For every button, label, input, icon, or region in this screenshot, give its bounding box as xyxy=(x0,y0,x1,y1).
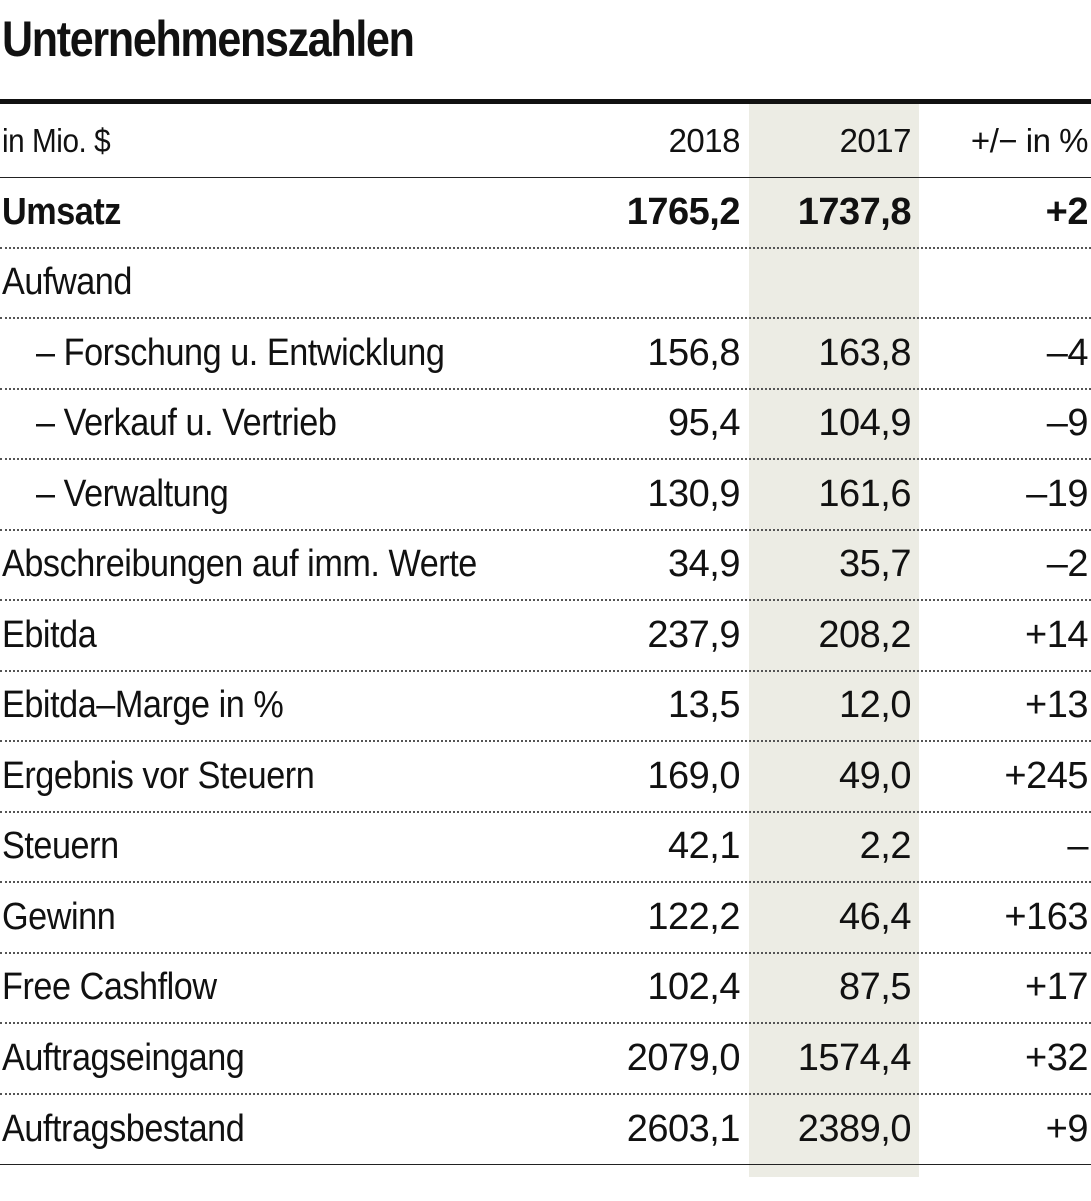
value-2017: 208,2 xyxy=(818,613,911,656)
column-header-2017: 2017 xyxy=(839,121,912,159)
value-2018: 2603,1 xyxy=(626,1107,741,1150)
row-label: – Verkauf u. Vertrieb xyxy=(36,402,337,445)
row-label: Auftragsbestand xyxy=(2,1107,245,1150)
column-header-2018: 2018 xyxy=(668,121,741,159)
table-row-ebitda: Ebitda 237,9 208,2 +14 xyxy=(0,601,1091,672)
table-row-ebitda-marge: Ebitda–Marge in % 13,5 12,0 +13 xyxy=(0,672,1091,742)
value-2017: 35,7 xyxy=(839,543,911,586)
table-row-forschung: – Forschung u. Entwicklung 156,8 163,8 –… xyxy=(0,319,1091,390)
value-change: +245 xyxy=(1004,754,1088,797)
value-2018: 122,2 xyxy=(647,895,740,938)
value-2018: 102,4 xyxy=(647,966,740,1009)
table-row-auftragseingang: Auftragseingang 2079,0 1574,4 +32 xyxy=(0,1024,1091,1095)
value-change: –4 xyxy=(1046,331,1089,374)
row-label: Ergebnis vor Steuern xyxy=(2,754,315,797)
value-2017: 104,9 xyxy=(818,402,911,445)
value-change: –19 xyxy=(1026,472,1088,515)
value-change: +163 xyxy=(1004,895,1088,938)
table-header-row: in Mio. $ 2018 2017 +/− in % xyxy=(0,104,1091,178)
table-row-verkauf: – Verkauf u. Vertrieb 95,4 104,9 –9 xyxy=(0,390,1091,460)
value-2018: 42,1 xyxy=(668,825,740,868)
row-label: Free Cashflow xyxy=(2,966,217,1009)
value-2018: 156,8 xyxy=(647,331,740,374)
value-change: –9 xyxy=(1046,402,1089,445)
value-change: – xyxy=(1067,825,1088,868)
table-row-free-cashflow: Free Cashflow 102,4 87,5 +17 xyxy=(0,954,1091,1024)
table-row-abschreibungen: Abschreibungen auf imm. Werte 34,9 35,7 … xyxy=(0,531,1091,601)
table-row-auftragsbestand: Auftragsbestand 2603,1 2389,0 +9 xyxy=(0,1095,1091,1165)
figures-table: in Mio. $ 2018 2017 +/− in % Umsatz 1765… xyxy=(0,104,1091,1165)
unit-label: in Mio. $ xyxy=(2,121,111,159)
value-2017: 2389,0 xyxy=(797,1107,912,1150)
value-2017: 163,8 xyxy=(818,331,911,374)
row-label: Umsatz xyxy=(2,190,121,233)
value-2018: 237,9 xyxy=(647,613,740,656)
row-label: Ebitda xyxy=(2,613,97,656)
value-2017: 1574,4 xyxy=(797,1036,912,1079)
value-2018: 13,5 xyxy=(668,684,740,727)
row-label: Steuern xyxy=(2,825,119,868)
value-2017: 87,5 xyxy=(839,966,911,1009)
value-change: +32 xyxy=(1025,1036,1088,1079)
row-label: Aufwand xyxy=(2,261,132,304)
value-change: +14 xyxy=(1025,613,1088,656)
table-row-gewinn: Gewinn 122,2 46,4 +163 xyxy=(0,883,1091,954)
row-label: Gewinn xyxy=(2,895,116,938)
value-change: +2 xyxy=(1045,190,1089,233)
value-2017: 12,0 xyxy=(839,684,911,727)
value-change: +9 xyxy=(1045,1107,1089,1150)
value-2018: 34,9 xyxy=(668,543,740,586)
table-row-ergebnis-vor-steuern: Ergebnis vor Steuern 169,0 49,0 +245 xyxy=(0,742,1091,813)
value-change: +13 xyxy=(1025,684,1088,727)
row-label: Auftragseingang xyxy=(2,1036,245,1079)
value-2018: 2079,0 xyxy=(626,1036,741,1079)
page-title: Unternehmenszahlen xyxy=(2,11,415,67)
value-2017: 1737,8 xyxy=(797,190,912,233)
table-row-umsatz: Umsatz 1765,2 1737,8 +2 xyxy=(0,178,1091,249)
row-label: – Forschung u. Entwicklung xyxy=(36,331,445,374)
title-rule xyxy=(0,99,1091,104)
column-header-change: +/− in % xyxy=(970,121,1089,159)
table-row-aufwand: Aufwand xyxy=(0,249,1091,319)
value-2017: 161,6 xyxy=(818,472,911,515)
table-row-verwaltung: – Verwaltung 130,9 161,6 –19 xyxy=(0,460,1091,531)
highlight-column-2017 xyxy=(749,104,919,1177)
value-2018: 1765,2 xyxy=(626,190,741,233)
row-label: – Verwaltung xyxy=(36,472,229,515)
value-change: +17 xyxy=(1025,966,1088,1009)
value-2018: 169,0 xyxy=(647,754,740,797)
value-2017: 46,4 xyxy=(839,895,911,938)
row-label: Ebitda–Marge in % xyxy=(2,684,284,727)
value-2017: 2,2 xyxy=(859,825,912,868)
value-2018: 130,9 xyxy=(647,472,740,515)
row-label: Abschreibungen auf imm. Werte xyxy=(2,543,477,586)
table-row-steuern: Steuern 42,1 2,2 – xyxy=(0,813,1091,883)
value-change: –2 xyxy=(1046,543,1089,586)
value-2018: 95,4 xyxy=(668,402,740,445)
value-2017: 49,0 xyxy=(839,754,911,797)
